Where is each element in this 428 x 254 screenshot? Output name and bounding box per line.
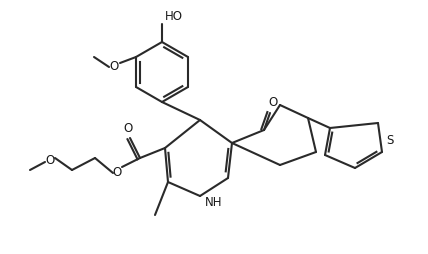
Text: O: O: [268, 97, 278, 109]
Text: O: O: [123, 121, 133, 135]
Text: HO: HO: [165, 9, 183, 23]
Text: NH: NH: [205, 196, 223, 209]
Text: O: O: [110, 59, 119, 72]
Text: S: S: [386, 134, 394, 147]
Text: O: O: [45, 154, 55, 167]
Text: O: O: [113, 166, 122, 179]
